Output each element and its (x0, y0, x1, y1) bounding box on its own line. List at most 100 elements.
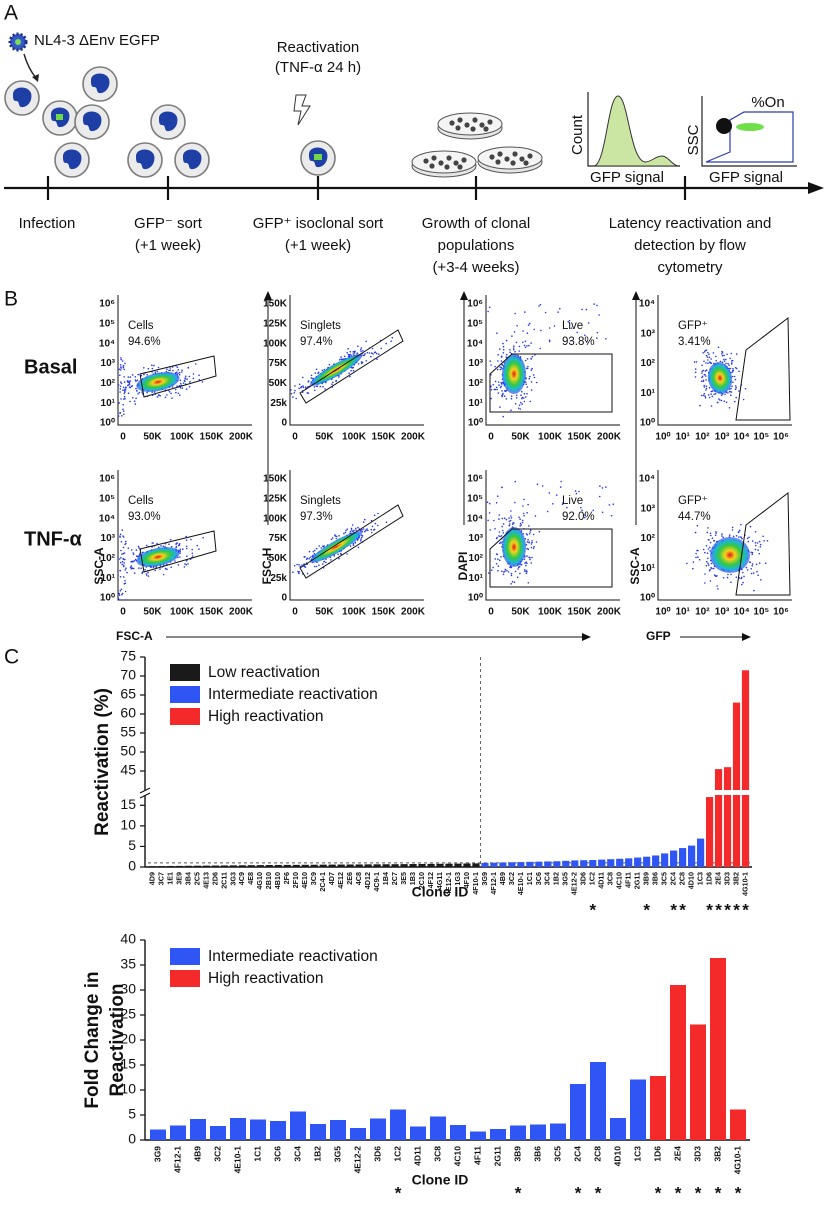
y-tick-label: 45 (120, 762, 136, 778)
lightning-icon (293, 94, 311, 126)
event-dot (735, 535, 738, 537)
event-dot (721, 535, 723, 537)
bar (148, 866, 157, 867)
axis-label: SSC-A (92, 547, 106, 585)
y-axis-label: Reactivation (%) (92, 688, 113, 836)
event-dot (501, 393, 504, 396)
event-dot (539, 347, 541, 350)
event-dot (130, 567, 133, 569)
y-tick-label: 150K (263, 474, 288, 485)
event-dot (706, 552, 709, 554)
event-dot (121, 553, 123, 555)
event-dot (529, 557, 531, 559)
x-axis-label: Clone ID (412, 1172, 469, 1188)
x-tick-label: 2F10 (291, 872, 300, 888)
bar (283, 864, 291, 867)
event-dot (730, 352, 733, 355)
y-tick-label: 0 (128, 858, 136, 874)
step-label: GFP⁻ sort (134, 215, 203, 232)
event-dot (705, 545, 708, 547)
event-dot (523, 498, 525, 501)
y-tick-label: 150K (263, 299, 288, 310)
event-dot (498, 535, 500, 537)
event-dot (123, 381, 126, 383)
event-dot (702, 379, 705, 382)
event-dot (533, 328, 535, 331)
bar (430, 1116, 446, 1140)
x-tick-label: 3B9 (642, 872, 651, 885)
event-dot (298, 572, 300, 574)
x-tick-label: 2E6 (345, 872, 354, 885)
event-dot (310, 377, 313, 379)
x-tick-label: 10⁰ (655, 432, 670, 443)
event-dot (519, 525, 521, 527)
event-dot (495, 386, 498, 389)
event-dot (119, 536, 121, 538)
event-dot (128, 382, 131, 384)
event-dot (710, 358, 712, 360)
step-label: detection by flow (634, 237, 746, 254)
bar (463, 863, 471, 867)
event-dot (141, 571, 144, 573)
event-dot (134, 403, 137, 405)
plot-axes (117, 295, 252, 426)
event-dot (501, 364, 504, 366)
gate-percent: 3.41% (678, 336, 711, 348)
event-dot (521, 519, 524, 522)
x-tick-label: 1C2 (392, 1146, 402, 1162)
event-dot (519, 518, 521, 520)
panel-label: B (4, 288, 18, 311)
x-tick-label: 3B9 (512, 1146, 522, 1162)
event-dot (750, 568, 752, 570)
step-label: populations (438, 237, 515, 254)
x-tick-label: 4D11 (597, 872, 606, 889)
y-tick-label: 0 (281, 593, 287, 604)
x-tick-label: 2C10 (417, 872, 426, 889)
y-tick-label: 75 (120, 648, 136, 664)
event-dot (201, 381, 204, 383)
x-tick-label: 2G11 (492, 1146, 502, 1167)
bar (436, 863, 444, 867)
event-dot (366, 528, 368, 530)
x-tick-label: 100K (170, 432, 195, 443)
y-tick-label: 15 (120, 796, 136, 812)
event-dot (530, 369, 533, 371)
event-dot (610, 514, 613, 517)
event-dot (361, 361, 364, 364)
event-dot (338, 359, 341, 361)
x-tick-label: 4G10-1 (732, 1146, 742, 1175)
bar (292, 864, 300, 867)
event-dot (157, 546, 160, 548)
event-dot (731, 529, 734, 531)
event-dot (694, 376, 697, 378)
event-dot (528, 525, 530, 527)
event-dot (360, 538, 362, 540)
event-dot (185, 388, 188, 390)
event-dot (499, 406, 501, 408)
event-dot (492, 384, 495, 386)
event-dot (694, 371, 697, 374)
event-dot (153, 364, 155, 367)
event-dot (132, 553, 135, 555)
x-tick-label: 200K (401, 432, 426, 443)
event-dot (120, 369, 122, 371)
event-dot (506, 569, 508, 572)
y-tick-label: 10² (641, 358, 656, 369)
event-dot (171, 386, 174, 388)
event-dot (548, 492, 551, 494)
axis-label: DAPI (456, 552, 470, 581)
event-dot (508, 524, 511, 527)
event-dot (134, 558, 137, 561)
event-dot (526, 358, 529, 360)
step-label: Infection (19, 215, 76, 232)
gate (139, 530, 217, 573)
event-dot (487, 519, 489, 522)
event-dot (694, 368, 697, 370)
event-dot (529, 375, 531, 378)
event-dot (720, 399, 723, 402)
event-dot (175, 542, 178, 545)
event-dot (525, 533, 528, 535)
event-dot (516, 576, 519, 579)
event-dot (494, 365, 496, 368)
x-tick-label: 3C2 (212, 1146, 222, 1162)
